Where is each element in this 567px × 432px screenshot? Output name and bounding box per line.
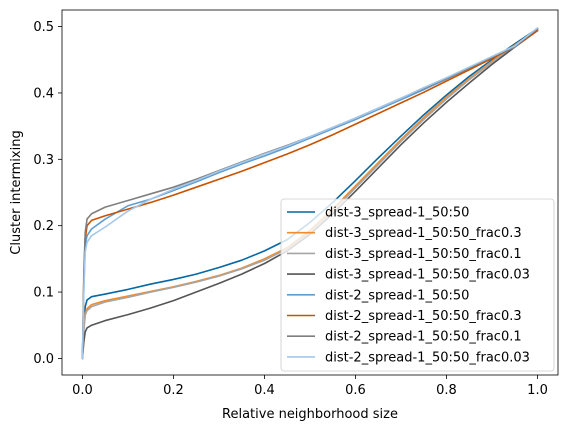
legend-label-6: dist-2_spread-1_50:50_frac0.3 (325, 309, 522, 324)
legend-label-7: dist-2_spread-1_50:50_frac0.1 (325, 330, 522, 345)
series-line-4 (81, 29, 539, 360)
series-line-6 (81, 29, 539, 360)
y-tick-label: 0.0 (33, 352, 54, 367)
x-tick-label: 0.0 (72, 383, 93, 398)
series-line-8 (81, 27, 539, 360)
x-tick-label: 0.6 (345, 383, 366, 398)
legend-label-3: dist-3_spread-1_50:50_frac0.1 (325, 247, 522, 262)
x-tick-label: 0.8 (436, 383, 457, 398)
y-axis-label: Cluster intermixing (9, 130, 24, 254)
y-tick-label: 0.2 (33, 219, 54, 234)
x-axis-ticks: 0.0 0.2 0.4 0.6 0.8 1.0 (72, 375, 548, 398)
x-tick-label: 1.0 (527, 383, 548, 398)
x-tick-label: 0.2 (163, 383, 184, 398)
legend-label-5: dist-2_spread-1_50:50 (325, 288, 469, 303)
legend-box (280, 198, 555, 372)
y-axis-ticks: 0.0 0.1 0.2 0.3 0.4 0.5 (33, 20, 62, 367)
y-tick-label: 0.3 (33, 153, 54, 168)
x-tick-label: 0.4 (254, 383, 275, 398)
legend-label-1: dist-3_spread-1_50:50 (325, 206, 469, 221)
y-tick-label: 0.1 (33, 286, 54, 301)
series-line-3 (81, 29, 539, 360)
legend: dist-3_spread-1_50:50 dist-3_spread-1_50:… (280, 198, 555, 372)
plot-area-frame (61, 9, 559, 376)
series-lines (81, 27, 539, 360)
y-tick-label: 0.5 (33, 20, 54, 35)
legend-label-8: dist-2_spread-1_50:50_frac0.03 (325, 350, 530, 365)
legend-label-4: dist-3_spread-1_50:50_frac0.03 (325, 268, 530, 283)
series-line-2 (81, 28, 539, 360)
legend-label-2: dist-3_spread-1_50:50_frac0.3 (325, 226, 522, 241)
series-line-1 (81, 27, 539, 360)
y-tick-label: 0.4 (33, 86, 54, 101)
x-axis-label: Relative neighborhood size (222, 407, 398, 422)
